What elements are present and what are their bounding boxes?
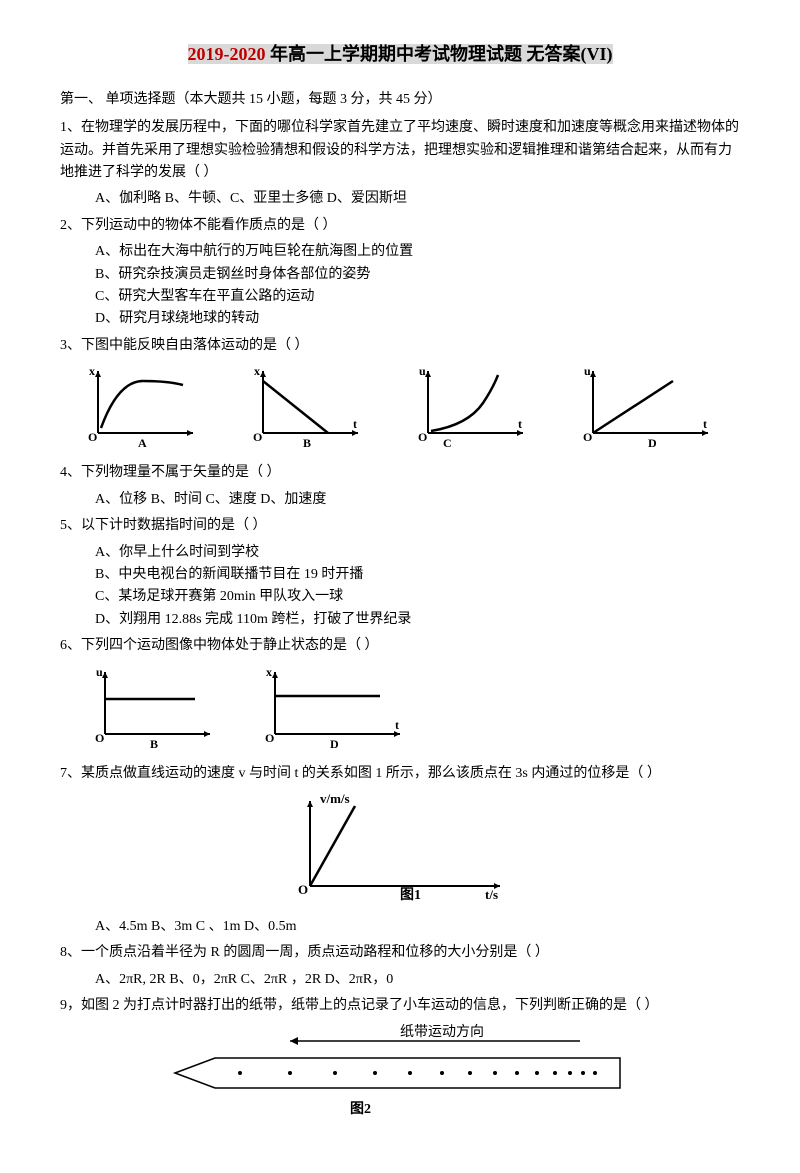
graph-c-svg: u O t C [413,363,533,448]
question-1: 1、在物理学的发展历程中，下面的哪位科学家首先建立了平均速度、瞬时速度和加速度等… [60,117,740,184]
svg-text:u: u [419,364,426,378]
figure-2-wrap: 纸带运动方向 图2 [60,1023,740,1126]
title-black: 年高一上学期期中考试物理试题 无答案(VI) [266,44,613,64]
svg-text:图2: 图2 [350,1101,371,1117]
svg-text:图1: 图1 [400,887,421,901]
figure-1-wrap: v/m/s O t/s 图1 [60,791,740,909]
svg-text:x: x [254,364,260,378]
question-5-opt-d: D、刘翔用 12.88s 完成 110m 跨栏，打破了世界纪录 [60,609,740,631]
svg-text:t: t [395,718,399,732]
graph-c-wrap: u O t C [413,363,533,456]
svg-text:O: O [253,430,262,444]
svg-text:u: u [96,665,103,679]
question-4: 4、下列物理量不属于矢量的是（ ） [60,462,740,484]
svg-text:O: O [95,731,104,745]
svg-text:t: t [518,417,522,431]
svg-text:t: t [353,417,357,431]
svg-text:O: O [265,731,274,745]
question-2-opt-a: A、标出在大海中航行的万吨巨轮在航海图上的位置 [60,241,740,263]
figure-2-svg: 纸带运动方向 图2 [170,1023,630,1118]
svg-text:B: B [303,436,311,448]
graph-q6-b-svg: u O B [90,664,220,749]
graph-a-wrap: x O A [83,363,203,456]
svg-text:t: t [703,417,707,431]
figure-1-svg: v/m/s O t/s 图1 [270,791,530,901]
graph-d-wrap: u O t D [578,363,718,456]
graph-d-svg: u O t D [578,363,718,448]
question-2-opt-d: D、研究月球绕地球的转动 [60,308,740,330]
question-3-graphs: x O A x O t B u O t C [60,363,740,456]
graph-q6-d-svg: x O t D [260,664,410,749]
svg-text:u: u [584,364,591,378]
question-7-options: A、4.5m B、3m C 、1m D、0.5m [60,916,740,938]
svg-text:v/m/s: v/m/s [320,791,350,806]
svg-text:B: B [150,737,158,749]
graph-b-wrap: x O t B [248,363,368,456]
question-6: 6、下列四个运动图像中物体处于静止状态的是（ ） [60,635,740,657]
graph-q6-b-wrap: u O B [90,664,220,757]
title-red: 2019-2020 [188,44,266,64]
question-3: 3、下图中能反映自由落体运动的是（ ） [60,335,740,357]
question-5-opt-c: C、某场足球开赛第 20min 甲队攻入一球 [60,586,740,608]
svg-text:D: D [330,737,339,749]
graph-a-svg: x O A [83,363,203,448]
svg-text:A: A [138,436,147,448]
question-6-graphs: u O B x O t D [60,664,740,757]
question-5: 5、以下计时数据指时间的是（ ） [60,515,740,537]
question-7: 7、某质点做直线运动的速度 v 与时间 t 的关系如图 1 所示，那么该质点在 … [60,763,740,785]
question-2-opt-c: C、研究大型客车在平直公路的运动 [60,286,740,308]
svg-text:C: C [443,436,452,448]
svg-text:O: O [88,430,97,444]
question-8-options: A、2πR, 2R B、0，2πR C、2πR ，2R D、2πR，0 [60,969,740,991]
question-8: 8、一个质点沿着半径为 R 的圆周一周，质点运动路程和位移的大小分别是（ ） [60,942,740,964]
svg-text:D: D [648,436,657,448]
svg-text:x: x [266,665,272,679]
svg-text:O: O [583,430,592,444]
graph-q6-d-wrap: x O t D [260,664,410,757]
svg-text:x: x [89,364,95,378]
question-4-options: A、位移 B、时间 C、速度 D、加速度 [60,489,740,511]
question-9: 9，如图 2 为打点计时器打出的纸带，纸带上的点记录了小车运动的信息，下列判断正… [60,995,740,1017]
svg-text:纸带运动方向: 纸带运动方向 [400,1024,484,1040]
question-5-opt-b: B、中央电视台的新闻联播节目在 19 时开播 [60,564,740,586]
question-2-opt-b: B、研究杂技演员走钢丝时身体各部位的姿势 [60,264,740,286]
svg-text:O: O [418,430,427,444]
question-5-opt-a: A、你早上什么时间到学校 [60,542,740,564]
graph-b-svg: x O t B [248,363,368,448]
svg-text:O: O [298,882,308,897]
question-1-options: A、伽利略 B、牛顿、C、亚里士多德 D、爱因斯坦 [60,188,740,210]
section-1-heading: 第一、 单项选择题（本大题共 15 小题，每题 3 分，共 45 分） [60,89,740,111]
question-2: 2、下列运动中的物体不能看作质点的是（ ） [60,215,740,237]
page-title: 2019-2020 年高一上学期期中考试物理试题 无答案(VI) [60,40,740,69]
svg-text:t/s: t/s [485,887,498,901]
